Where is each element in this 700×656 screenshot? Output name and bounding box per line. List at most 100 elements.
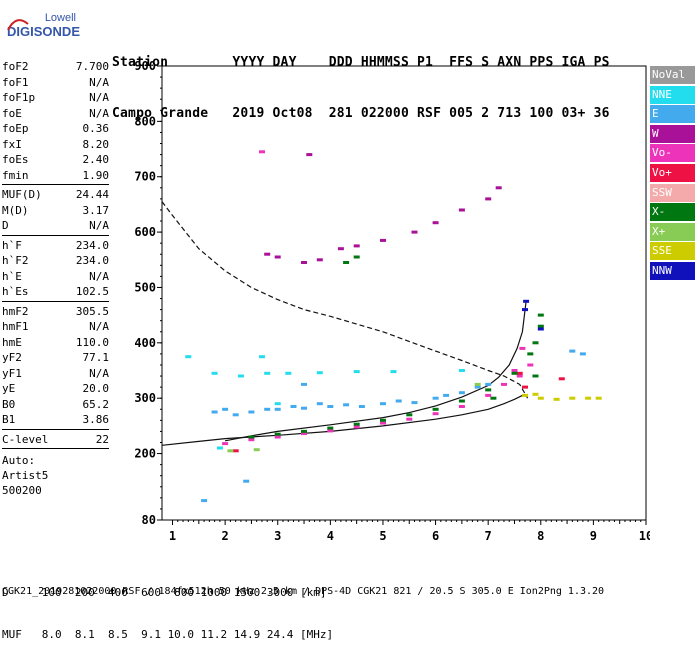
param-value: 305.5 <box>75 304 109 318</box>
echo-point-e <box>301 382 307 386</box>
echo-point-nne <box>237 374 244 378</box>
param-value: 22 <box>95 432 109 446</box>
param-label: M(D) <box>2 203 29 217</box>
x-tick-label: 1 <box>169 529 176 543</box>
param-value: 1.90 <box>82 168 110 182</box>
muf-row: MUF 8.0 8.1 8.5 9.1 10.0 11.2 14.9 24.4 … <box>2 628 334 641</box>
legend-item: NoVal <box>650 66 695 85</box>
legend-item: W <box>650 124 695 143</box>
echo-point-nne <box>458 369 465 372</box>
echo-point-nne <box>216 446 223 450</box>
echo-point-sse <box>553 397 560 401</box>
param-label: D <box>2 219 9 232</box>
legend-item: SSW <box>650 183 695 202</box>
echo-point-vo <box>274 435 281 439</box>
param-row: foEs 2.40 <box>2 152 109 168</box>
param-row: B1 3.86 <box>2 412 109 428</box>
echo-point-vo <box>527 363 534 367</box>
echo-point-x <box>532 374 539 378</box>
echo-point-nne <box>285 371 292 375</box>
auto-software: Artist5 <box>2 469 49 482</box>
echo-point-e <box>222 407 229 411</box>
echo-point-w <box>301 261 307 264</box>
echo-point-x <box>248 435 255 439</box>
echo-point-w <box>495 186 502 190</box>
param-value: 65.2 <box>82 397 110 411</box>
echo-point-e <box>458 391 465 395</box>
param-label: yF1 <box>2 366 22 380</box>
legend-item: NNW <box>650 261 695 281</box>
param-row: D N/A <box>2 218 109 234</box>
x-tick-label: 7 <box>485 529 492 543</box>
echo-point-x <box>458 399 465 403</box>
param-row: h`F2 234.0 <box>2 253 109 269</box>
echo-point-vo <box>519 346 526 350</box>
echo-point-e <box>211 410 218 414</box>
param-separator <box>2 184 109 185</box>
param-label: yE <box>2 382 16 395</box>
echo-point-x <box>227 449 234 453</box>
y-tick-label: 300 <box>134 391 156 405</box>
digisonde-logo: Lowell DIGISONDE <box>7 12 80 39</box>
echo-point-x <box>532 341 539 345</box>
param-row: yE 20.0 <box>2 381 109 397</box>
param-row: foF1 N/A <box>2 75 109 91</box>
param-value: 2.40 <box>82 153 110 166</box>
distance-row: D 100 200 400 600 800 1000 1500 3000 [km… <box>2 586 327 599</box>
param-label: MUF(D) <box>2 188 42 201</box>
echo-point-nne <box>264 371 271 375</box>
param-group-critical-frequencies: foF2 7.700 foF1 N/A foF1p N/A foE N/A foEp 0.36 fx… <box>2 59 109 183</box>
x-tick-label: 5 <box>379 529 386 543</box>
echo-point-nne <box>211 371 218 375</box>
param-value: N/A <box>89 269 109 283</box>
echo-point-x <box>253 448 260 452</box>
param-value: N/A <box>89 320 109 333</box>
echo-point-e <box>358 405 365 408</box>
param-value: 3.17 <box>82 203 110 217</box>
echo-point-w <box>337 247 344 251</box>
logo-text-lowell: Lowell <box>45 12 76 24</box>
x-tick-label: 10 <box>639 529 650 543</box>
param-label: h`F <box>2 238 22 252</box>
echo-point-x <box>274 432 281 436</box>
x-tick-label: 9 <box>590 529 597 543</box>
echo-point-w <box>458 208 465 212</box>
echo-point-e <box>301 406 307 410</box>
echo-point-e <box>485 382 492 386</box>
param-label: B1 <box>2 413 16 426</box>
param-row: hmF1 N/A <box>2 319 109 335</box>
echo-point-e <box>474 385 481 389</box>
y-tick-label: 600 <box>134 225 156 239</box>
auto-version: 500200 <box>2 484 42 497</box>
x-tick-label: 2 <box>222 529 229 543</box>
x-tick-label: 4 <box>327 529 334 543</box>
echo-point-nne <box>316 371 323 375</box>
echo-point-sse <box>595 396 602 400</box>
echo-point-x <box>432 407 439 411</box>
scaled-parameters-panel: foF2 7.700 foF1 N/A foF1p N/A foE N/A foEp 0.36 fx… <box>2 59 109 498</box>
param-value: 110.0 <box>75 335 109 349</box>
param-separator <box>2 428 109 430</box>
echo-point-vo <box>501 382 507 386</box>
echo-point-e <box>327 405 334 408</box>
echo-point-e <box>274 407 281 411</box>
echo-point-vo <box>516 374 523 378</box>
y-tick-label: 700 <box>134 170 156 184</box>
echo-point-nne <box>274 402 281 406</box>
param-label: hmF1 <box>2 320 29 333</box>
echo-point-e <box>243 479 250 483</box>
echo-point-x <box>537 313 544 317</box>
param-label: foF1p <box>2 91 36 104</box>
param-row: foE N/A <box>2 106 109 122</box>
param-label: foF2 <box>2 60 29 73</box>
param-row: foEp 0.36 <box>2 121 109 137</box>
param-row: h`E N/A <box>2 269 109 285</box>
echo-point-w <box>432 221 439 225</box>
param-group-muf: MUF(D) 24.44 M(D) 3.17 D N/A <box>2 187 109 234</box>
echo-point-x <box>353 255 360 259</box>
echo-point-e <box>569 349 576 353</box>
echo-point-vo <box>406 417 413 421</box>
file-info-footer: CGK21_2019281022000.RSF / 184fx512h 50 k… <box>2 586 605 597</box>
echo-point-vo <box>380 421 386 425</box>
param-label: h`E <box>2 269 22 283</box>
